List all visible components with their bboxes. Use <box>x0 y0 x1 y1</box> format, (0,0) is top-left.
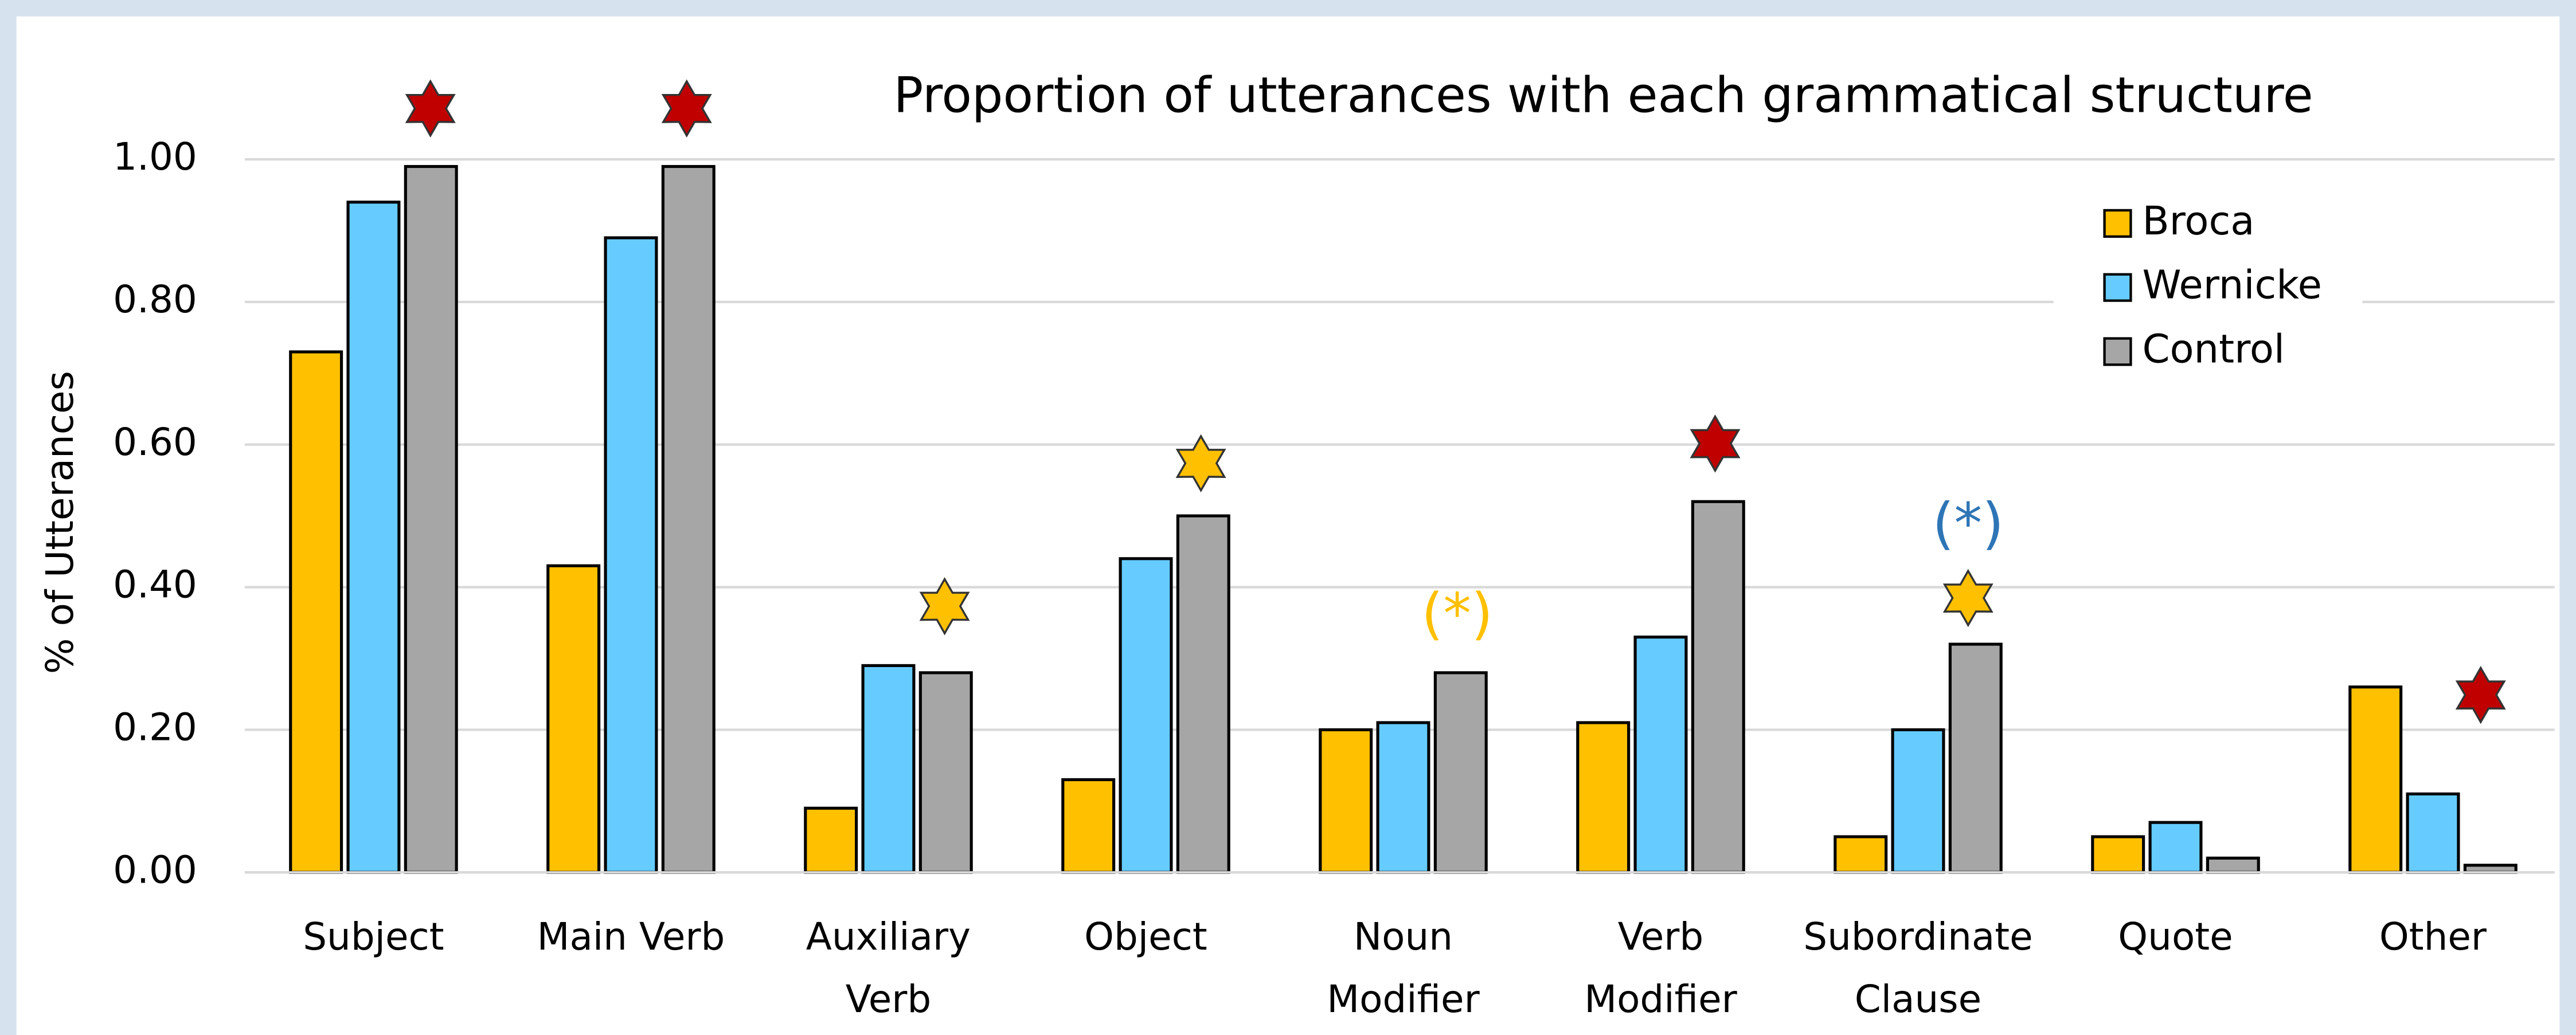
annotation: (*) <box>1421 582 1493 646</box>
y-tick-label: 0.20 <box>113 705 197 749</box>
bar <box>1319 728 1373 874</box>
bar <box>1834 835 1888 874</box>
yellow-star <box>919 577 970 636</box>
x-tick-label: Subordinate Clause <box>1803 916 2033 1022</box>
legend-swatch <box>2103 209 2132 238</box>
bar <box>918 671 973 874</box>
bar <box>1176 514 1230 874</box>
bar <box>1119 557 1173 874</box>
y-tick-label: 0.80 <box>113 277 197 322</box>
y-tick-label: 0.60 <box>113 420 197 464</box>
y-tick-label: 1.00 <box>113 135 197 179</box>
x-tick-label: Quote <box>2118 916 2233 960</box>
bar <box>861 664 916 874</box>
chart-title: Proportion of utterances with each gramm… <box>894 66 2313 124</box>
x-tick-label: Noun Modifier <box>1327 916 1480 1022</box>
bar <box>2348 685 2403 874</box>
red-star <box>1690 414 1741 473</box>
bar <box>2148 821 2203 874</box>
y-tick-label: 0.00 <box>113 848 197 892</box>
bar <box>546 564 601 874</box>
bar <box>1691 500 1745 874</box>
bar <box>1891 728 1945 874</box>
x-tick-label: Verb Modifier <box>1584 916 1737 1022</box>
red-star <box>661 79 712 138</box>
legend-swatch <box>2103 337 2132 366</box>
legend-label: Control <box>2142 326 2285 372</box>
legend-label: Wernicke <box>2142 262 2321 308</box>
red-star <box>405 79 456 138</box>
x-tick-label: Auxiliary Verb <box>806 916 971 1022</box>
bar <box>604 236 658 874</box>
bar <box>2406 792 2460 874</box>
x-tick-label: Object <box>1084 916 1207 960</box>
bar <box>2091 835 2145 874</box>
bar <box>1948 642 2003 874</box>
bar <box>404 164 458 874</box>
yellow-star <box>1175 434 1226 493</box>
annotation: (*) <box>1932 491 2004 556</box>
bar <box>1633 636 1688 874</box>
legend-swatch <box>2103 273 2132 302</box>
bar <box>346 201 401 874</box>
bar <box>1433 671 1488 874</box>
bar <box>661 164 716 874</box>
legend-label: Broca <box>2142 198 2254 244</box>
x-tick-label: Subject <box>303 916 444 960</box>
y-tick-label: 0.40 <box>113 563 197 607</box>
bar <box>804 806 858 874</box>
yellow-star <box>1942 569 1993 628</box>
bar <box>1576 721 1631 874</box>
bar <box>289 350 343 874</box>
x-tick-label: Main Verb <box>537 916 725 960</box>
bar <box>1376 721 1430 874</box>
red-star <box>2455 665 2506 724</box>
bar <box>2206 856 2260 874</box>
y-axis-title: % of Utterances <box>38 371 82 674</box>
bar <box>1061 778 1116 874</box>
x-tick-label: Other <box>2379 916 2487 960</box>
